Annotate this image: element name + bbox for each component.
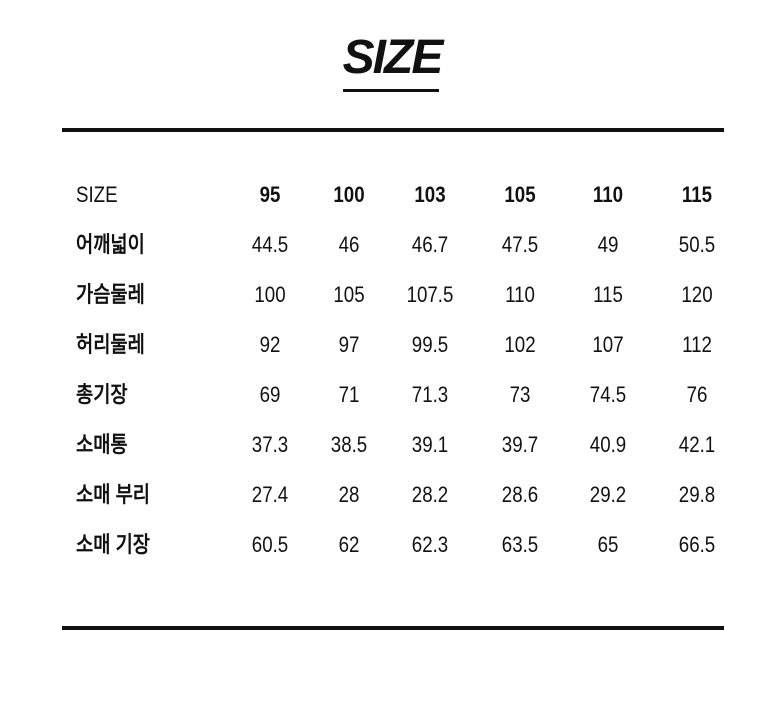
table-cell: 46 xyxy=(338,232,360,257)
table-cell: 107.5 xyxy=(406,282,454,307)
table-cell: 29.8 xyxy=(678,482,716,507)
table-cell: 50.5 xyxy=(678,232,716,257)
size-header: 103 xyxy=(414,182,446,207)
table-cell: 42.1 xyxy=(678,432,716,457)
table-cell: 62 xyxy=(338,532,360,557)
table-cell: 46.7 xyxy=(411,232,449,257)
page-title: SIZE xyxy=(342,31,444,84)
row-label: 소매통 xyxy=(76,432,128,457)
size-header: 105 xyxy=(504,182,536,207)
header-label: SIZE xyxy=(76,182,118,207)
table-cell: 71.3 xyxy=(411,382,449,407)
row-label: 소매 기장 xyxy=(76,532,151,557)
table-cell: 92 xyxy=(259,332,281,357)
size-header: 100 xyxy=(333,182,365,207)
row-label: 소매 부리 xyxy=(76,482,151,507)
row-label: 허리둘레 xyxy=(76,332,145,357)
row-label: 어깨넓이 xyxy=(76,232,145,257)
table-cell: 105 xyxy=(333,282,365,307)
table-cell: 100 xyxy=(254,282,286,307)
table-cell: 28 xyxy=(338,482,360,507)
table-cell: 99.5 xyxy=(411,332,449,357)
table-cell: 62.3 xyxy=(411,532,449,557)
size-header: 110 xyxy=(592,182,624,207)
table-cell: 76 xyxy=(686,382,708,407)
row-label: 가슴둘레 xyxy=(76,282,145,307)
table-cell: 44.5 xyxy=(251,232,289,257)
table-cell: 39.1 xyxy=(411,432,449,457)
size-header: 115 xyxy=(681,182,713,207)
table-cell: 29.2 xyxy=(589,482,627,507)
table-cell: 60.5 xyxy=(251,532,289,557)
table-cell: 37.3 xyxy=(251,432,289,457)
table-cell: 73 xyxy=(509,382,531,407)
table-cell: 49 xyxy=(597,232,619,257)
top-divider xyxy=(62,128,724,132)
table-cell: 39.7 xyxy=(501,432,539,457)
table-cell: 66.5 xyxy=(678,532,716,557)
table-cell: 27.4 xyxy=(251,482,289,507)
size-header: 95 xyxy=(259,182,281,207)
table-cell: 69 xyxy=(259,382,281,407)
table-cell: 71 xyxy=(338,382,360,407)
table-cell: 74.5 xyxy=(589,382,627,407)
table-cell: 63.5 xyxy=(501,532,539,557)
table-cell: 65 xyxy=(597,532,619,557)
table-cell: 28.6 xyxy=(501,482,539,507)
table-cell: 102 xyxy=(504,332,536,357)
table-cell: 120 xyxy=(681,282,713,307)
row-label: 총기장 xyxy=(76,382,128,407)
table-cell: 40.9 xyxy=(589,432,627,457)
bottom-divider xyxy=(62,626,724,630)
title-underline xyxy=(343,89,439,92)
table-cell: 115 xyxy=(593,282,623,307)
table-cell: 97 xyxy=(338,332,360,357)
table-cell: 38.5 xyxy=(330,432,368,457)
table-cell: 28.2 xyxy=(411,482,449,507)
table-cell: 110 xyxy=(505,282,535,307)
table-cell: 47.5 xyxy=(501,232,539,257)
table-cell: 112 xyxy=(682,332,712,357)
table-cell: 107 xyxy=(592,332,624,357)
